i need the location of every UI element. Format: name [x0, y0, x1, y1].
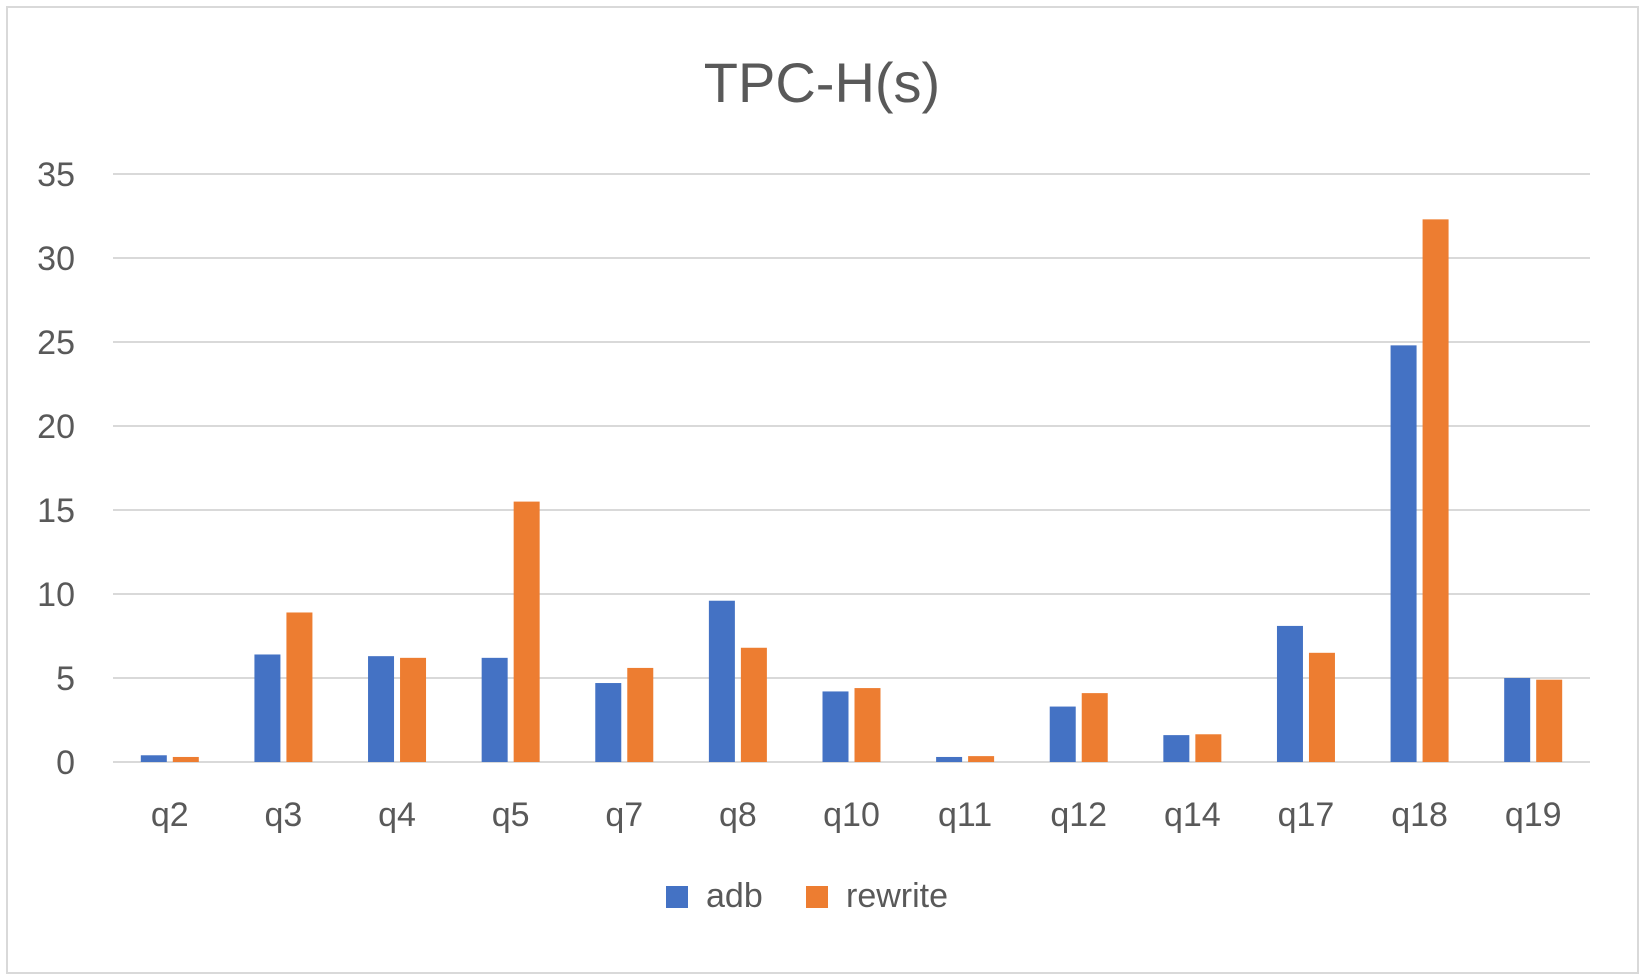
bars — [140, 219, 1563, 763]
y-tick-label: 35 — [37, 156, 75, 194]
bar-adb-q11 — [936, 756, 963, 762]
y-tick-label: 30 — [37, 240, 75, 278]
bar-rewrite-q5 — [513, 501, 540, 762]
x-category-label: q8 — [719, 796, 757, 834]
y-tick-label: 15 — [37, 492, 75, 530]
x-category-label: q4 — [378, 796, 416, 834]
bar-rewrite-q3 — [286, 612, 313, 762]
x-category-label: q17 — [1278, 796, 1335, 834]
bar-rewrite-q2 — [172, 756, 199, 762]
bar-adb-q4 — [368, 656, 395, 762]
y-tick-label: 25 — [37, 324, 75, 362]
x-category-label: q12 — [1050, 796, 1107, 834]
bar-rewrite-q12 — [1081, 693, 1108, 762]
bar-rewrite-q18 — [1422, 219, 1449, 763]
legend-swatch-adb — [666, 886, 688, 908]
y-tick-label: 20 — [37, 408, 75, 446]
legend: adb rewrite — [666, 877, 948, 915]
x-category-label: q5 — [492, 796, 530, 834]
bar-adb-q18 — [1390, 345, 1417, 762]
chart-title: TPC-H(s) — [704, 51, 940, 114]
y-tick-label: 10 — [37, 576, 75, 614]
legend-swatch-rewrite — [806, 886, 828, 908]
x-category-label: q10 — [823, 796, 880, 834]
bar-rewrite-q4 — [400, 657, 427, 762]
chart-frame — [6, 6, 1639, 974]
bar-rewrite-q14 — [1195, 734, 1222, 762]
bar-rewrite-q7 — [627, 667, 654, 762]
bar-rewrite-q19 — [1536, 679, 1563, 762]
bar-adb-q14 — [1163, 735, 1190, 762]
gridlines — [113, 173, 1590, 763]
x-category-label: q7 — [605, 796, 643, 834]
bar-adb-q5 — [481, 657, 508, 762]
bar-adb-q7 — [595, 683, 622, 762]
bar-adb-q17 — [1276, 625, 1303, 762]
bar-adb-q19 — [1504, 678, 1531, 762]
x-category-label: q18 — [1391, 796, 1448, 834]
x-category-label: q3 — [265, 796, 303, 834]
x-category-label: q11 — [938, 796, 992, 834]
bar-adb-q2 — [140, 755, 167, 762]
bar-adb-q12 — [1049, 706, 1076, 762]
x-category-label: q14 — [1164, 796, 1221, 834]
bar-rewrite-q10 — [854, 688, 881, 762]
bar-adb-q3 — [254, 654, 281, 762]
legend-label-adb: adb — [706, 877, 763, 915]
bar-adb-q10 — [822, 691, 849, 762]
x-category-label: q2 — [151, 796, 189, 834]
x-axis-categories: q2 q3 q4 q5 q7 q8 q10 q11 q12 q14 q17 q18 q19 — [151, 796, 1562, 834]
y-tick-label: 5 — [56, 660, 75, 698]
y-axis-ticks: 0 5 10 15 20 25 30 35 — [37, 156, 75, 782]
legend-label-rewrite: rewrite — [846, 877, 948, 915]
bar-rewrite-q11 — [968, 756, 995, 762]
bar-rewrite-q8 — [740, 647, 767, 762]
x-category-label: q19 — [1505, 796, 1562, 834]
y-tick-label: 0 — [56, 744, 75, 782]
bar-rewrite-q17 — [1308, 652, 1335, 762]
bar-adb-q8 — [708, 600, 735, 762]
